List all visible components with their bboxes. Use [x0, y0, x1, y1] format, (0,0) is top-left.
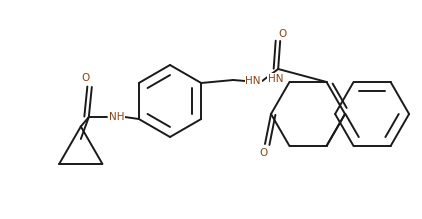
Text: NH: NH: [109, 112, 124, 122]
Text: O: O: [82, 73, 90, 83]
Text: O: O: [278, 29, 286, 39]
Text: HN: HN: [246, 76, 261, 86]
Text: O: O: [259, 148, 267, 158]
Text: HN: HN: [268, 74, 283, 84]
